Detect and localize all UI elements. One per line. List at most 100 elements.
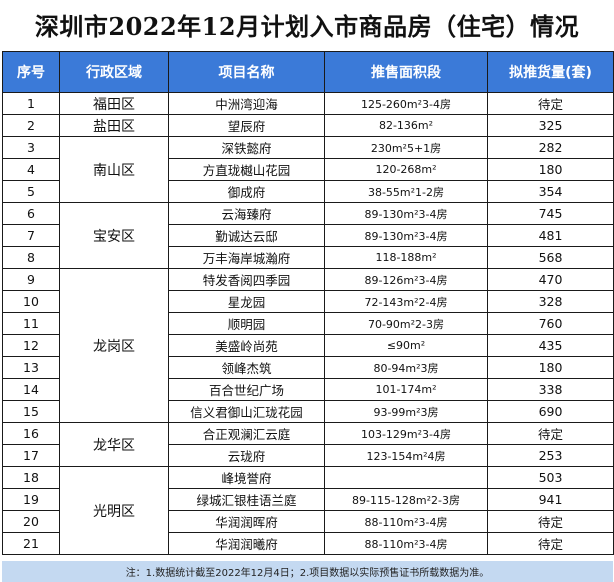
cell-units: 745 [487,202,614,225]
cell-project: 顺明园 [168,312,325,335]
header-district: 行政区域 [59,51,169,93]
cell-seq: 5 [2,180,60,203]
cell-seq: 1 [2,92,60,115]
cell-project: 云珑府 [168,444,325,467]
cell-district: 宝安区 [59,202,169,269]
cell-project: 华润润晖府 [168,510,325,533]
cell-area: 89-115-128m²2-3房 [324,488,488,511]
cell-units: 481 [487,224,614,247]
cell-units: 328 [487,290,614,313]
cell-seq: 15 [2,400,60,423]
cell-seq: 17 [2,444,60,467]
cell-area: 101-174m² [324,378,488,401]
cell-seq: 19 [2,488,60,511]
cell-project: 中洲湾迎海 [168,92,325,115]
cell-units: 354 [487,180,614,203]
cell-project: 望辰府 [168,114,325,137]
cell-seq: 18 [2,466,60,489]
cell-project: 万丰海岸城瀚府 [168,246,325,269]
table-row: 18 光明区 峰境誉府 503 [2,466,614,555]
cell-area: 80-94m²3房 [324,356,488,379]
cell-area: 103-129m²3-4房 [324,422,488,445]
cell-seq: 3 [2,136,60,159]
cell-district: 福田区 [59,92,169,115]
cell-project: 信义君御山汇珑花园 [168,400,325,423]
cell-units: 待定 [487,510,614,533]
cell-units: 180 [487,158,614,181]
table-row: 3 南山区 深铁懿府 230m²5+1房 282 [2,136,614,203]
cell-project: 深铁懿府 [168,136,325,159]
cell-seq: 7 [2,224,60,247]
header-area: 推售面积段 [324,51,488,93]
cell-area: 89-130m²3-4房 [324,224,488,247]
table-row: 16 龙华区 合正观澜汇云庭 103-129m²3-4房 待定 [2,422,614,467]
cell-district: 盐田区 [59,114,169,137]
table-row: 11 顺明园 70-90m²2-3房 760 [2,312,614,335]
cell-area: 70-90m²2-3房 [324,312,488,335]
cell-seq: 20 [2,510,60,533]
cell-units: 180 [487,356,614,379]
table-header-row: 序号 行政区域 项目名称 推售面积段 拟推货量(套) [2,51,614,93]
cell-seq: 13 [2,356,60,379]
cell-project: 合正观澜汇云庭 [168,422,325,445]
cell-seq: 12 [2,334,60,357]
cell-area: 89-130m²3-4房 [324,202,488,225]
table-row: 2 盐田区 望辰府 82-136m² 325 [2,114,614,137]
cell-seq: 16 [2,422,60,445]
cell-seq: 9 [2,268,60,291]
cell-seq: 4 [2,158,60,181]
table-row: 14 百合世纪广场 101-174m² 338 [2,378,614,401]
cell-units: 568 [487,246,614,269]
cell-project: 方直珑樾山花园 [168,158,325,181]
cell-units: 503 [487,466,614,489]
table-row: 12 美盛岭尚苑 ≤90m² 435 [2,334,614,357]
cell-seq: 2 [2,114,60,137]
header-seq: 序号 [2,51,60,93]
cell-units: 待定 [487,422,614,445]
table-row: 21 华润润曦府 88-110m²3-4房 待定 [2,532,614,555]
cell-area: 82-136m² [324,114,488,137]
cell-units: 690 [487,400,614,423]
cell-area: 123-154m²4房 [324,444,488,467]
cell-district: 光明区 [59,466,169,555]
cell-project: 美盛岭尚苑 [168,334,325,357]
cell-project: 勤诚达云邸 [168,224,325,247]
cell-project: 百合世纪广场 [168,378,325,401]
cell-units: 760 [487,312,614,335]
footnote: 注：1.数据统计截至2022年12月4日；2.项目数据以实际预售证书所载数据为准… [2,561,613,582]
cell-units: 253 [487,444,614,467]
cell-units: 941 [487,488,614,511]
cell-units: 325 [487,114,614,137]
cell-units: 435 [487,334,614,357]
cell-area: 88-110m²3-4房 [324,510,488,533]
cell-district: 龙华区 [59,422,169,467]
table-body: 1 福田区 中洲湾迎海 125-260m²3-4房 待定 2 盐田区 望辰府 82-136m² 3… [2,92,614,555]
cell-project: 华润润曦府 [168,532,325,555]
table-row: 6 宝安区 云海臻府 89-130m²3-4房 745 [2,202,614,269]
cell-seq: 21 [2,532,60,555]
cell-project: 御成府 [168,180,325,203]
cell-district: 南山区 [59,136,169,203]
cell-area: 93-99m²3房 [324,400,488,423]
cell-project: 绿城汇银桂语兰庭 [168,488,325,511]
cell-seq: 6 [2,202,60,225]
cell-seq: 10 [2,290,60,313]
table-row: 9 龙岗区 特发香阅四季园 89-126m²3-4房 470 [2,268,614,423]
cell-area: 125-260m²3-4房 [324,92,488,115]
cell-seq: 11 [2,312,60,335]
cell-project: 领峰杰筑 [168,356,325,379]
table-row: 20 华润润晖府 88-110m²3-4房 待定 [2,510,614,533]
housing-supply-table: 序号 行政区域 项目名称 推售面积段 拟推货量(套) 1 福田区 中洲湾迎海 125-… [2,51,614,555]
cell-area: 230m²5+1房 [324,136,488,159]
page-title: 深圳市2022年12月计划入市商品房（住宅）情况 [34,11,580,41]
cell-project: 峰境誉府 [168,466,325,489]
cell-area: 89-126m²3-4房 [324,268,488,291]
table-row: 13 领峰杰筑 80-94m²3房 180 [2,356,614,379]
cell-area [324,466,488,489]
cell-units: 待定 [487,532,614,555]
cell-units: 470 [487,268,614,291]
header-project: 项目名称 [168,51,325,93]
cell-area: 88-110m²3-4房 [324,532,488,555]
cell-units: 338 [487,378,614,401]
table-row: 17 云珑府 123-154m²4房 253 [2,444,614,467]
